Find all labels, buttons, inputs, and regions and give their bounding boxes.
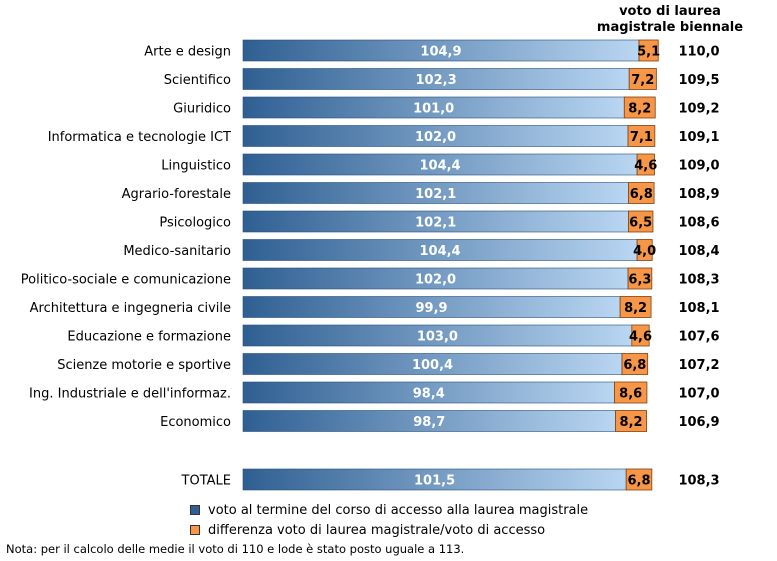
final-grade-value: 107,6	[678, 330, 719, 345]
access-value-label: 98,4	[413, 387, 445, 402]
access-value-label: 102,1	[415, 187, 456, 202]
difference-bar	[621, 353, 649, 375]
final-grade-value: 108,4	[678, 244, 719, 259]
legend-row-access: voto al termine del corso di accesso all…	[190, 500, 588, 520]
category-label: Informatica e tecnologie ICT	[48, 130, 231, 145]
category-label: Ing. Industriale e dell'informaz.	[29, 387, 231, 402]
difference-bar	[619, 296, 652, 318]
access-value-label: 101,0	[413, 102, 454, 117]
difference-value-label: 6,8	[627, 474, 650, 489]
chart-bars-group: Arte e design 104,9 5,1 110,0 Scientifico 102…	[21, 39, 720, 491]
access-value-label: 99,9	[416, 301, 448, 316]
difference-bar	[627, 267, 653, 290]
difference-value-label: 7,2	[631, 73, 654, 88]
category-label: Agrario-forestale	[122, 187, 231, 202]
access-value-label: 102,3	[416, 73, 457, 88]
final-grade-header-line1: voto di laurea	[619, 4, 721, 19]
difference-bar	[614, 381, 648, 404]
final-grade-value: 106,9	[678, 415, 719, 430]
final-grade-value: 109,1	[678, 130, 719, 145]
category-label: TOTALE	[181, 474, 231, 489]
footnote: Nota: per il calcolo delle medie il voto…	[6, 542, 465, 556]
difference-value-label: 6,3	[628, 273, 651, 288]
category-label: Architettura e ingegneria civile	[30, 301, 231, 316]
final-grade-value: 108,9	[678, 187, 719, 202]
difference-bar	[636, 153, 655, 176]
access-value-label: 100,4	[412, 358, 453, 373]
category-label: Educazione e formazione	[67, 330, 231, 345]
final-grade-value: 110,0	[678, 45, 719, 60]
difference-bar	[628, 68, 657, 90]
difference-value-label: 8,2	[620, 415, 643, 430]
access-value-label: 104,4	[419, 159, 460, 174]
difference-value-label: 8,2	[628, 102, 651, 117]
category-label: Medico-sanitario	[123, 244, 231, 259]
difference-bar	[615, 410, 647, 432]
difference-value-label: 8,2	[624, 301, 647, 316]
category-label: Scienze motorie e sportive	[57, 358, 231, 373]
category-label: Psicologico	[159, 216, 231, 231]
category-label: Scientifico	[164, 73, 231, 88]
final-grade-value: 108,3	[678, 474, 719, 489]
difference-bar	[625, 468, 653, 491]
difference-value-label: 6,8	[623, 358, 646, 373]
difference-bar	[628, 182, 655, 204]
final-grade-value: 109,2	[678, 102, 719, 117]
legend-row-difference: differenza voto di laurea magistrale/vot…	[190, 520, 588, 540]
legend-label-difference: differenza voto di laurea magistrale/vot…	[208, 522, 546, 538]
access-value-label: 102,0	[415, 130, 456, 145]
legend-label-access: voto al termine del corso di accesso all…	[208, 502, 589, 518]
access-value-label: 102,1	[415, 216, 456, 231]
access-value-label: 101,5	[414, 474, 455, 489]
access-value-label: 103,0	[417, 330, 458, 345]
category-label: Arte e design	[144, 45, 231, 60]
difference-bar	[638, 39, 659, 62]
access-value-label: 102,0	[415, 273, 456, 288]
access-value-label: 104,9	[420, 45, 461, 60]
final-grade-value: 108,1	[678, 301, 719, 316]
final-grade-value: 108,6	[678, 216, 719, 231]
final-grade-value: 108,3	[678, 273, 719, 288]
difference-value-label: 6,5	[629, 216, 652, 231]
final-grade-column-header: voto di laurea magistrale biennale	[590, 4, 750, 36]
difference-value-label: 5,1	[637, 45, 660, 60]
category-label: Giuridico	[173, 102, 231, 117]
category-label: Linguistico	[161, 159, 231, 174]
difference-value-label: 4,6	[634, 159, 657, 174]
chart-legend: voto al termine del corso di accesso all…	[190, 500, 588, 540]
legend-swatch-difference	[190, 525, 200, 535]
difference-bar	[631, 324, 650, 347]
difference-bar	[628, 210, 654, 233]
difference-value-label: 7,1	[630, 130, 653, 145]
difference-bar	[623, 96, 656, 119]
final-grade-header-line2: magistrale biennale	[596, 20, 744, 35]
final-grade-value: 107,0	[678, 387, 719, 402]
difference-value-label: 6,8	[630, 187, 653, 202]
final-grade-value: 109,5	[678, 73, 719, 88]
category-label: Economico	[160, 415, 231, 430]
difference-bar	[636, 239, 653, 261]
access-value-label: 98,7	[413, 415, 445, 430]
difference-value-label: 4,0	[633, 244, 656, 259]
difference-value-label: 8,6	[619, 387, 642, 402]
legend-swatch-access	[190, 505, 200, 515]
difference-value-label: 4,6	[629, 330, 652, 345]
access-value-label: 104,4	[419, 244, 460, 259]
difference-bar	[627, 125, 656, 147]
final-grade-value: 109,0	[678, 159, 719, 174]
category-label: Politico-sociale e comunicazione	[21, 273, 231, 288]
final-grade-value: 107,2	[678, 358, 719, 373]
